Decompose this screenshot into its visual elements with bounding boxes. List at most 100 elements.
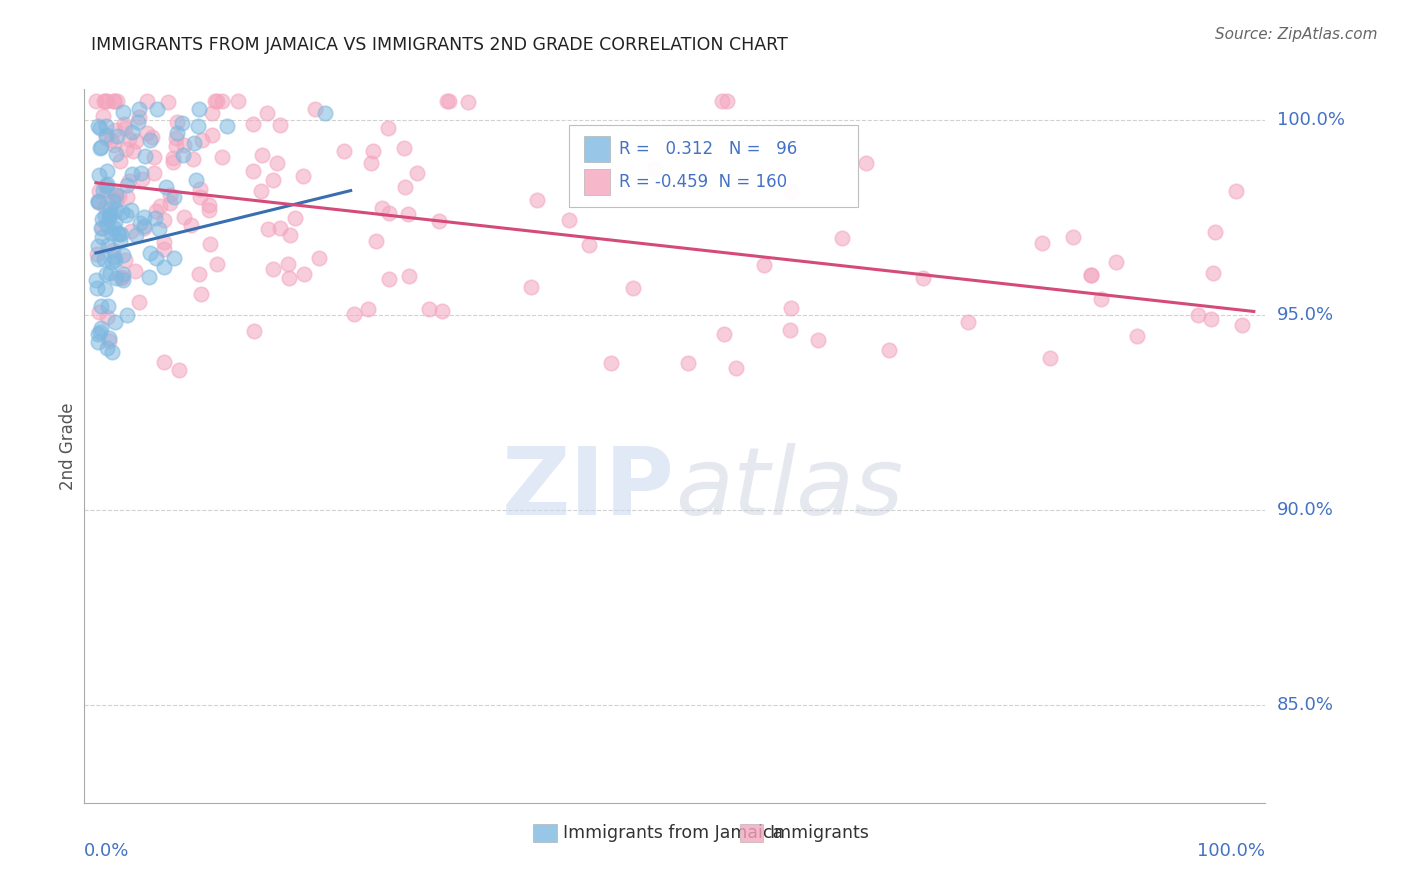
Point (256, 106, 278, 120)
Point (87, 239, 110, 253)
Point (143, 166, 166, 180)
Point (188, 182, 211, 196)
Point (831, 231, 853, 245)
Point (558, 213, 581, 227)
Point (89, 121, 111, 136)
Point (96, 94, 118, 108)
Point (713, 326, 735, 341)
Point (110, 271, 132, 285)
Point (228, 94, 250, 108)
Point (211, 94, 233, 108)
Point (96, 310, 118, 324)
Point (277, 257, 299, 271)
Point (436, 94, 458, 108)
Bar (740, 824, 763, 842)
Point (110, 227, 132, 241)
FancyBboxPatch shape (568, 125, 858, 207)
Point (191, 133, 214, 147)
Point (159, 188, 181, 202)
Point (1187, 308, 1209, 322)
Point (96, 179, 118, 194)
Point (308, 251, 330, 265)
Point (200, 236, 222, 251)
Point (314, 106, 336, 120)
Point (725, 360, 748, 375)
Point (138, 269, 160, 284)
Point (361, 145, 384, 159)
Point (364, 234, 387, 248)
Point (97, 299, 120, 313)
Point (956, 316, 979, 330)
Point (396, 207, 419, 221)
Point (250, 184, 273, 198)
Point (165, 139, 187, 153)
Point (145, 252, 167, 266)
Point (143, 211, 166, 226)
Point (1199, 312, 1222, 326)
Point (100, 226, 122, 240)
Point (120, 203, 142, 218)
Point (145, 102, 167, 116)
Point (96, 219, 118, 233)
Point (269, 220, 291, 235)
Point (128, 110, 150, 124)
Point (149, 198, 172, 212)
Point (242, 117, 264, 131)
Point (269, 119, 291, 133)
Point (87, 168, 110, 182)
Point (111, 270, 134, 285)
Point (107, 227, 129, 241)
Point (155, 180, 177, 194)
Point (621, 281, 644, 295)
Point (87, 120, 110, 134)
Point (125, 134, 148, 148)
Point (105, 147, 128, 161)
Text: 100.0%: 100.0% (1198, 842, 1265, 860)
Point (371, 201, 394, 215)
Point (98, 202, 121, 217)
Bar (583, 136, 610, 162)
Text: R =   0.312   N =   96: R = 0.312 N = 96 (620, 140, 797, 158)
Point (120, 224, 142, 238)
Point (104, 123, 127, 137)
Point (114, 121, 136, 136)
Point (93, 94, 115, 108)
Point (278, 227, 301, 242)
Point (105, 271, 128, 285)
Point (201, 128, 224, 142)
Point (128, 216, 150, 230)
Text: Source: ZipAtlas.com: Source: ZipAtlas.com (1215, 27, 1378, 42)
Point (101, 243, 124, 257)
Point (103, 138, 125, 153)
Point (1126, 328, 1149, 343)
Point (98, 334, 121, 349)
Point (115, 308, 138, 322)
Point (198, 198, 221, 212)
Point (103, 250, 125, 264)
Point (91, 109, 114, 123)
Point (163, 251, 186, 265)
Point (143, 150, 166, 164)
Text: Immigrants from Jamaica: Immigrants from Jamaica (562, 824, 783, 842)
Point (911, 270, 934, 285)
Point (114, 253, 136, 268)
Point (104, 188, 127, 202)
Point (145, 203, 167, 218)
Point (1080, 268, 1102, 282)
Point (115, 178, 138, 193)
Point (398, 269, 420, 284)
Point (1062, 230, 1084, 244)
Point (172, 148, 194, 162)
Point (578, 237, 600, 252)
Point (169, 363, 191, 377)
Point (111, 273, 134, 287)
Point (190, 287, 212, 301)
Point (292, 169, 315, 184)
Point (266, 156, 288, 170)
Point (710, 94, 733, 108)
Point (292, 267, 315, 281)
Point (90, 212, 112, 227)
Point (204, 94, 226, 108)
Point (377, 206, 399, 220)
Point (779, 301, 801, 316)
